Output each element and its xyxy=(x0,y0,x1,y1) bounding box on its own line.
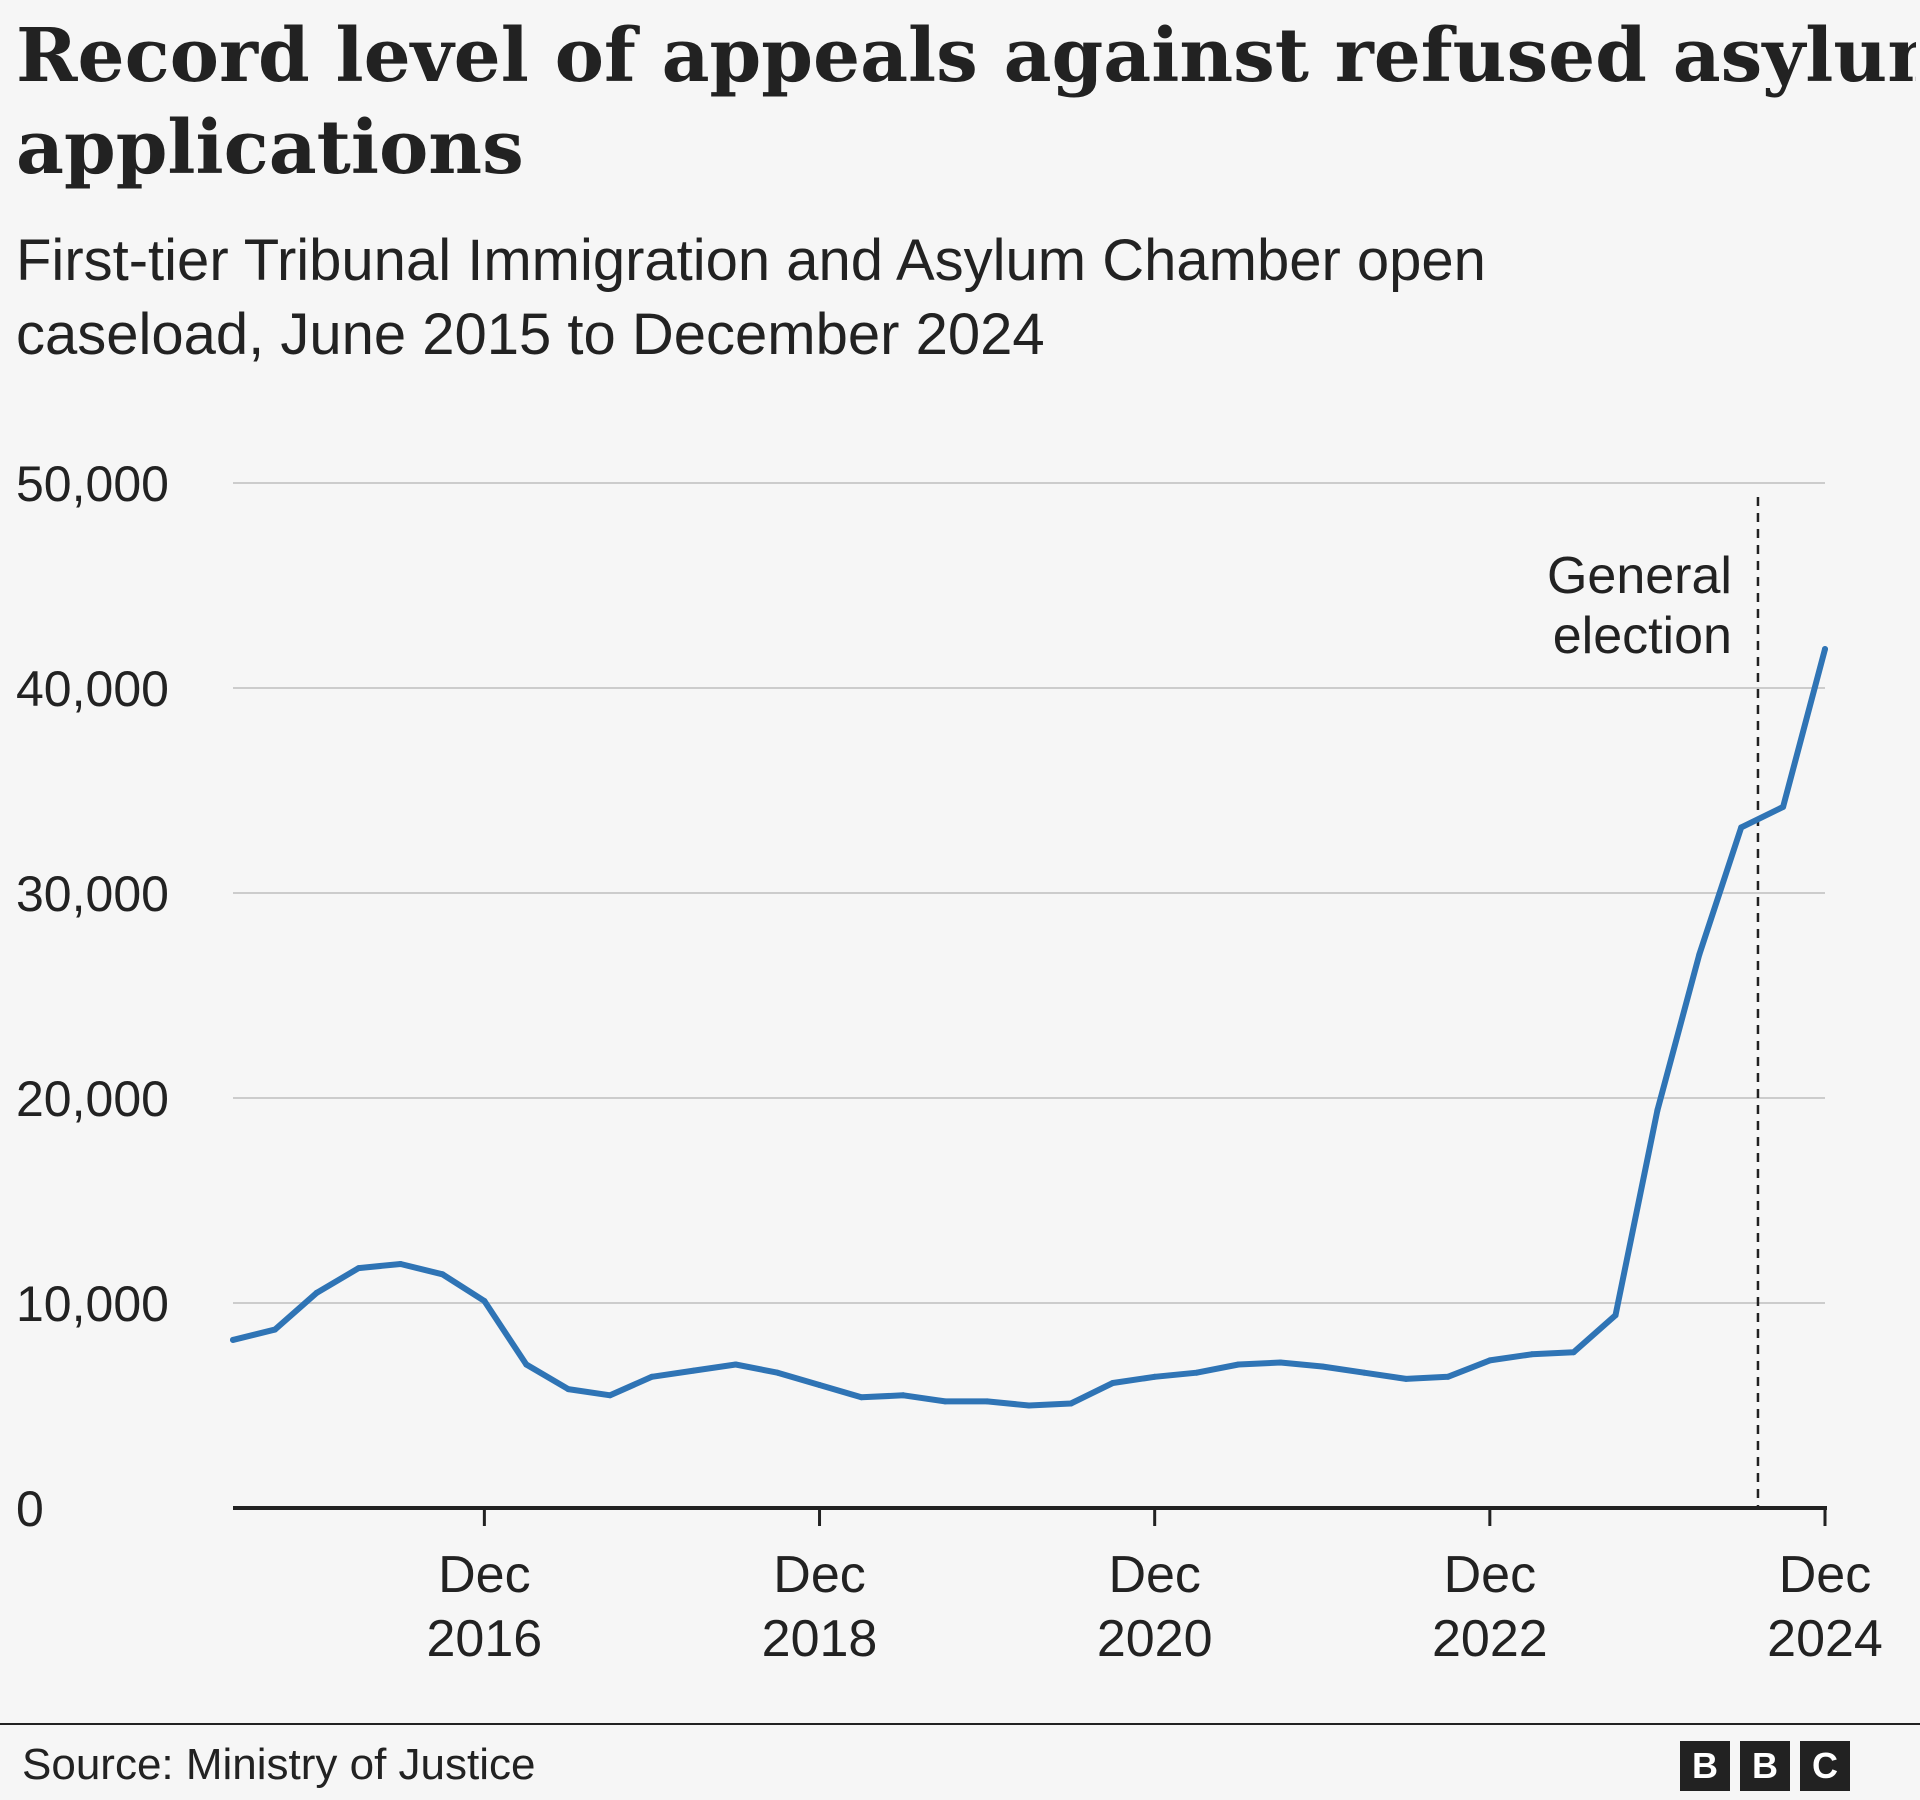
x-tick-label-month-0: Dec xyxy=(438,1546,530,1604)
data-point-2 xyxy=(313,1289,320,1296)
data-point-17 xyxy=(942,1398,949,1405)
y-tick-label-20000: 20,000 xyxy=(16,1071,169,1127)
series-layer xyxy=(230,646,1828,1409)
data-point-3 xyxy=(355,1265,362,1272)
data-point-20 xyxy=(1067,1400,1074,1407)
bbc-logo-letter-c: C xyxy=(1800,1741,1850,1791)
data-point-14 xyxy=(816,1382,823,1388)
series-line-open-caseload xyxy=(230,646,1828,1409)
y-tick-label-30000: 30,000 xyxy=(16,866,169,922)
data-point-35 xyxy=(1696,951,1703,958)
x-tick-label-year-1: 2018 xyxy=(762,1610,878,1668)
data-point-11 xyxy=(690,1367,697,1374)
x-tick-label-year-2: 2020 xyxy=(1097,1610,1213,1668)
chart-title-line-1: Record level of appeals against refused … xyxy=(16,13,1916,99)
x-tick-label-month-1: Dec xyxy=(773,1546,865,1604)
data-point-36 xyxy=(1738,824,1745,831)
source-note: Source: Ministry of Justice xyxy=(22,1740,536,1789)
y-tick-label-50000: 50,000 xyxy=(16,456,169,512)
data-point-22 xyxy=(1151,1373,1158,1380)
data-point-30 xyxy=(1486,1357,1493,1364)
data-point-26 xyxy=(1319,1363,1326,1370)
data-point-18 xyxy=(984,1398,991,1405)
x-tick-label-month-2: Dec xyxy=(1108,1546,1200,1604)
x-tick-label-month-4: Dec xyxy=(1779,1546,1871,1604)
gridlines xyxy=(233,482,1825,1304)
data-point-19 xyxy=(1026,1402,1032,1409)
chart-title-line-2: applications xyxy=(16,105,524,191)
x-tick-label-year-3: 2022 xyxy=(1432,1610,1548,1668)
annotation-label-line-1: General xyxy=(1547,547,1732,605)
y-tick-label-40000: 40,000 xyxy=(16,661,169,717)
data-point-16 xyxy=(900,1392,907,1399)
data-point-10 xyxy=(648,1373,655,1380)
y-tick-label-0: 0 xyxy=(16,1481,44,1537)
footer-divider xyxy=(0,1723,1920,1725)
data-point-37 xyxy=(1780,803,1787,810)
data-point-8 xyxy=(565,1386,572,1393)
data-point-13 xyxy=(774,1369,781,1376)
data-point-1 xyxy=(271,1326,278,1333)
data-point-21 xyxy=(1109,1379,1116,1386)
data-point-31 xyxy=(1528,1351,1535,1358)
bbc-logo-letter-b2: B xyxy=(1740,1741,1790,1791)
bbc-logo-letter-b1: B xyxy=(1680,1741,1730,1791)
data-point-4 xyxy=(397,1261,404,1268)
y-tick-label-10000: 10,000 xyxy=(16,1276,169,1332)
chart-subtitle: First-tier Tribunal Immigration and Asyl… xyxy=(16,224,1896,372)
data-point-32 xyxy=(1570,1349,1577,1356)
data-point-27 xyxy=(1361,1369,1368,1376)
data-point-33 xyxy=(1612,1312,1619,1319)
data-point-24 xyxy=(1235,1361,1242,1368)
data-point-6 xyxy=(481,1297,488,1304)
data-point-28 xyxy=(1403,1375,1410,1382)
data-point-23 xyxy=(1193,1369,1200,1376)
data-point-25 xyxy=(1277,1359,1284,1366)
chart-subtitle-line-1: First-tier Tribunal Immigration and Asyl… xyxy=(16,228,1486,293)
annotation-label-line-2: election xyxy=(1553,607,1732,665)
data-point-7 xyxy=(523,1361,530,1368)
data-point-9 xyxy=(607,1392,614,1399)
data-point-5 xyxy=(439,1271,446,1278)
data-point-15 xyxy=(858,1394,865,1401)
data-point-38 xyxy=(1822,646,1828,653)
axes: 0 10,000 20,000 30,000 40,000 50,000 Dec 2016 De… xyxy=(16,456,1883,1668)
x-tick-label-month-3: Dec xyxy=(1444,1546,1536,1604)
data-point-34 xyxy=(1654,1107,1661,1114)
data-point-0 xyxy=(230,1336,236,1343)
chart-title: Record level of appeals against refused … xyxy=(16,10,1916,194)
chart-subtitle-line-2: caseload, June 2015 to December 2024 xyxy=(16,302,1045,367)
x-tick-label-year-0: 2016 xyxy=(427,1610,543,1668)
data-point-12 xyxy=(732,1361,739,1368)
bbc-logo: B B C xyxy=(1680,1741,1850,1791)
x-tick-label-year-4: 2024 xyxy=(1767,1610,1883,1668)
data-point-29 xyxy=(1444,1373,1451,1380)
